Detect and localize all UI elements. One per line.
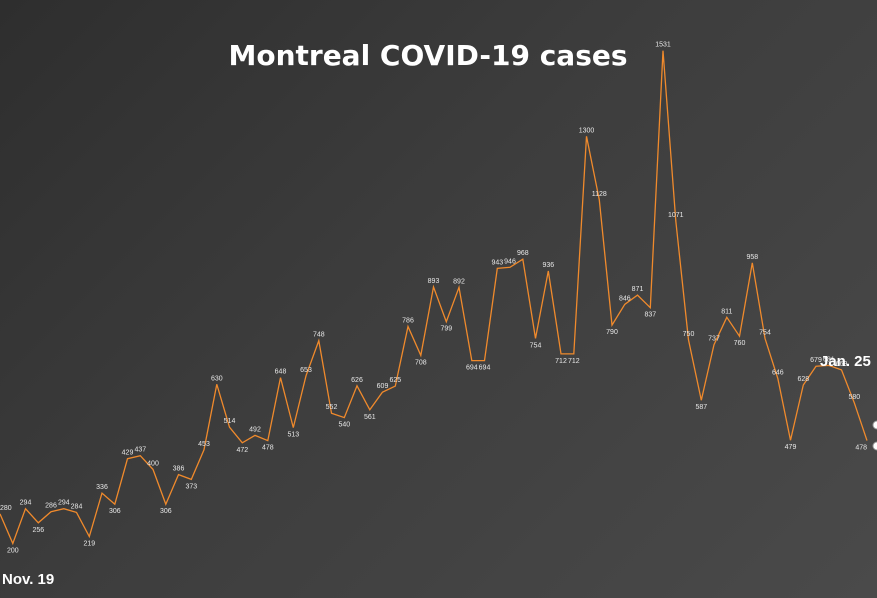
data-label: 1071 bbox=[668, 212, 684, 219]
data-label: 478 bbox=[262, 445, 274, 452]
data-label: 871 bbox=[632, 286, 644, 293]
data-label: 626 bbox=[351, 377, 363, 384]
data-label: 708 bbox=[415, 359, 427, 366]
data-label: 946 bbox=[504, 258, 516, 265]
data-label: 284 bbox=[71, 503, 83, 510]
data-label: 681 bbox=[823, 356, 835, 363]
data-label: 492 bbox=[249, 426, 261, 433]
start-date-label: Nov. 19 bbox=[2, 571, 54, 588]
data-label: 748 bbox=[313, 332, 325, 339]
data-label: 737 bbox=[708, 336, 720, 343]
data-label: 790 bbox=[606, 329, 618, 336]
data-label: 286 bbox=[45, 503, 57, 510]
data-label: 936 bbox=[542, 262, 554, 269]
data-label: 712 bbox=[555, 358, 567, 365]
data-label: 712 bbox=[568, 358, 580, 365]
data-label: 373 bbox=[185, 483, 197, 490]
data-label: 754 bbox=[759, 329, 771, 336]
data-label: 540 bbox=[338, 422, 350, 429]
data-label: 1531 bbox=[655, 42, 671, 49]
data-label: 694 bbox=[479, 365, 491, 372]
data-label: 513 bbox=[287, 432, 299, 439]
data-label: 219 bbox=[83, 541, 95, 548]
data-label: 336 bbox=[96, 484, 108, 491]
data-label: 679 bbox=[810, 357, 822, 364]
data-label: 648 bbox=[275, 369, 287, 376]
data-label: 386 bbox=[173, 466, 185, 473]
data-label: 754 bbox=[530, 342, 542, 349]
data-label: 694 bbox=[466, 365, 478, 372]
data-label: 400 bbox=[147, 460, 159, 467]
data-label: 630 bbox=[211, 375, 223, 382]
data-label: 943 bbox=[491, 259, 503, 266]
data-label: 609 bbox=[377, 383, 389, 390]
data-label: 294 bbox=[58, 500, 70, 507]
data-label: 760 bbox=[734, 340, 746, 347]
data-label: 478 bbox=[855, 445, 867, 452]
data-label: 306 bbox=[160, 508, 172, 515]
data-label: 811 bbox=[721, 308, 732, 315]
data-label: 799 bbox=[440, 326, 452, 333]
resize-handle-top[interactable] bbox=[872, 420, 877, 430]
end-date-label: Jan. 25 bbox=[820, 353, 871, 370]
data-label: 437 bbox=[134, 447, 146, 454]
resize-handle-bottom[interactable] bbox=[872, 441, 877, 451]
data-label: 1300 bbox=[579, 127, 595, 134]
data-label: 561 bbox=[364, 414, 376, 421]
data-label: 280 bbox=[0, 505, 12, 512]
data-label: 453 bbox=[198, 441, 210, 448]
data-label: 200 bbox=[7, 548, 19, 555]
data-label: 846 bbox=[619, 295, 631, 302]
data-label: 750 bbox=[683, 331, 695, 338]
data-label: 479 bbox=[785, 444, 797, 451]
data-label: 256 bbox=[32, 527, 44, 534]
data-label: 306 bbox=[109, 508, 121, 515]
data-label: 1128 bbox=[592, 191, 607, 198]
data-label: 580 bbox=[848, 394, 860, 401]
data-label: 587 bbox=[695, 404, 707, 411]
data-label: 837 bbox=[644, 312, 656, 319]
data-label: 786 bbox=[402, 318, 414, 325]
series-line bbox=[0, 50, 868, 546]
data-label: 472 bbox=[236, 447, 248, 454]
data-label: 294 bbox=[20, 500, 32, 507]
chart-title: Montreal COVID-19 cases bbox=[228, 39, 627, 72]
data-label: 514 bbox=[224, 418, 236, 425]
data-label: 892 bbox=[453, 278, 465, 285]
data-label: 958 bbox=[746, 254, 758, 261]
series-line-layer bbox=[0, 50, 868, 546]
data-label: 893 bbox=[428, 278, 440, 285]
data-label: 669 bbox=[836, 361, 848, 368]
data-label: 625 bbox=[389, 377, 401, 384]
data-label: 968 bbox=[517, 250, 529, 257]
data-label: 628 bbox=[797, 376, 809, 383]
data-label: 653 bbox=[300, 367, 312, 374]
data-label: 429 bbox=[122, 450, 134, 457]
data-label: 552 bbox=[326, 404, 338, 411]
data-label: 646 bbox=[772, 369, 784, 376]
